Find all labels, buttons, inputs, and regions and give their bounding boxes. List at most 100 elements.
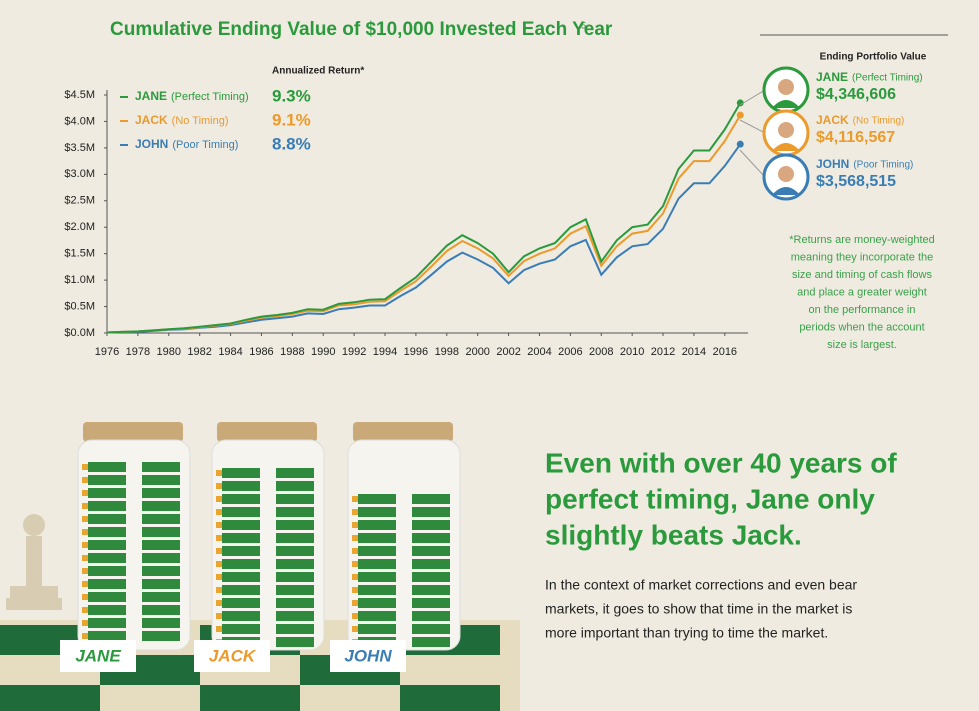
money-stack: [358, 507, 396, 517]
money-band: [352, 522, 358, 528]
money-band: [352, 535, 358, 541]
x-tick-label: 1984: [218, 346, 242, 358]
money-stack: [142, 527, 180, 537]
money-band: [216, 483, 222, 489]
money-stack: [222, 624, 260, 634]
money-stack: [222, 520, 260, 530]
note-line: size is largest.: [827, 339, 897, 351]
money-stack: [358, 559, 396, 569]
money-stack: [88, 527, 126, 537]
money-stack: [88, 631, 126, 641]
money-band: [352, 600, 358, 606]
y-tick-label: $1.5M: [64, 248, 95, 260]
ending-timing: (No Timing): [853, 116, 905, 127]
money-stack: [142, 566, 180, 576]
money-band: [216, 600, 222, 606]
avatar-face: [778, 166, 794, 182]
money-stack: [88, 579, 126, 589]
money-band: [352, 587, 358, 593]
avatar-face: [778, 122, 794, 138]
money-stack: [276, 481, 314, 491]
money-stack: [412, 611, 450, 621]
x-tick-label: 2008: [589, 346, 613, 358]
money-stack: [88, 566, 126, 576]
money-stack: [222, 585, 260, 595]
pawn: [6, 514, 62, 610]
money-stack: [276, 546, 314, 556]
money-stack: [358, 572, 396, 582]
money-band: [82, 542, 88, 548]
money-stack: [88, 618, 126, 628]
money-band: [82, 516, 88, 522]
money-band: [216, 548, 222, 554]
money-band: [216, 509, 222, 515]
money-stack: [358, 533, 396, 543]
money-stack: [412, 598, 450, 608]
money-stack: [412, 520, 450, 530]
note-line: meaning they incorporate the: [791, 251, 933, 263]
jar-lid: [83, 422, 183, 442]
x-tick-label: 2016: [713, 346, 737, 358]
ending-name: JACK: [816, 113, 849, 127]
end-dot: [736, 111, 744, 119]
headline: Even with over 40 years of: [545, 447, 897, 478]
legend-return: 9.3%: [272, 86, 311, 105]
jar-label-card: [194, 640, 270, 672]
money-stack: [276, 611, 314, 621]
jar-label: JACK: [209, 646, 257, 665]
legend-timing: (No Timing): [172, 115, 229, 127]
jar-label: JOHN: [344, 646, 392, 665]
x-tick-label: 1976: [95, 346, 119, 358]
legend-name: JANE: [135, 89, 167, 103]
money-stack: [276, 507, 314, 517]
x-tick-label: 1980: [157, 346, 181, 358]
money-stack: [276, 494, 314, 504]
money-band: [216, 587, 222, 593]
money-stack: [88, 514, 126, 524]
money-stack: [142, 579, 180, 589]
money-stack: [358, 611, 396, 621]
y-tick-label: $4.5M: [64, 89, 95, 101]
money-stack: [88, 501, 126, 511]
y-tick-label: $1.0M: [64, 274, 95, 286]
ending-name: JANE: [816, 70, 848, 84]
money-stack: [358, 546, 396, 556]
money-stack: [276, 533, 314, 543]
x-tick-label: 2012: [651, 346, 675, 358]
body-text: more important than trying to time the m…: [545, 625, 828, 641]
money-band: [216, 561, 222, 567]
x-tick-label: 1978: [126, 346, 150, 358]
money-band: [82, 464, 88, 470]
money-stack: [412, 507, 450, 517]
money-band: [352, 496, 358, 502]
money-stack: [412, 533, 450, 543]
ending-value: $3,568,515: [816, 173, 896, 190]
y-tick-label: $0.5M: [64, 300, 95, 312]
money-stack: [142, 631, 180, 641]
money-band: [352, 548, 358, 554]
y-tick-label: $3.0M: [64, 168, 95, 180]
x-tick-label: 1990: [311, 346, 335, 358]
ending-name: JOHN: [816, 157, 849, 171]
note-line: periods when the account: [799, 321, 924, 333]
money-stack: [412, 585, 450, 595]
money-stack: [276, 468, 314, 478]
series-line: [106, 102, 742, 334]
money-band: [216, 496, 222, 502]
money-stack: [222, 468, 260, 478]
money-stack: [142, 501, 180, 511]
money-band: [352, 561, 358, 567]
legend-timing: (Perfect Timing): [171, 91, 249, 103]
x-tick-label: 2002: [496, 346, 520, 358]
jar-label: JANE: [75, 646, 121, 665]
money-stack: [412, 546, 450, 556]
money-stack: [142, 592, 180, 602]
ending-timing: (Poor Timing): [853, 160, 913, 171]
x-tick-label: 2004: [527, 346, 551, 358]
y-tick-label: $2.0M: [64, 221, 95, 233]
x-tick-label: 1982: [187, 346, 211, 358]
jar-lid: [353, 422, 453, 442]
jar-label-card: [60, 640, 136, 672]
money-band: [82, 581, 88, 587]
note-line: size and timing of cash flows: [792, 269, 933, 281]
